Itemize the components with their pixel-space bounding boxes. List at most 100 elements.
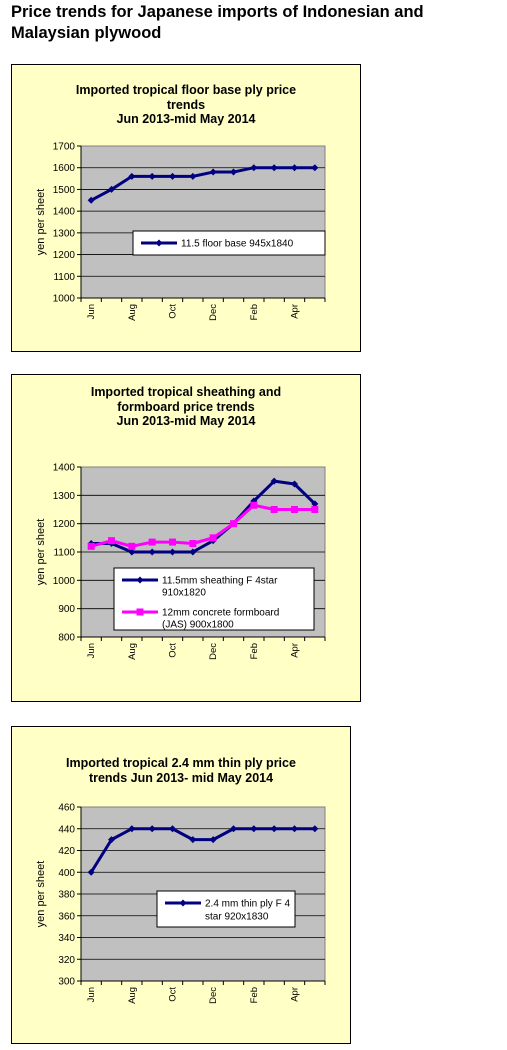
chart-title-line: Imported tropical 2.4 mm thin ply price bbox=[66, 756, 296, 770]
y-tick-label: 1600 bbox=[53, 163, 76, 174]
y-tick-label: 1700 bbox=[53, 142, 76, 153]
y-tick-label: 300 bbox=[58, 977, 75, 988]
y-tick-label: 1300 bbox=[53, 491, 76, 502]
chart-panel-floor-base: Imported tropical floor base ply price t… bbox=[11, 64, 361, 352]
data-point bbox=[189, 548, 197, 556]
data-point bbox=[209, 534, 217, 542]
data-point bbox=[270, 506, 278, 513]
legend-label: star 920x1830 bbox=[205, 912, 269, 923]
y-tick-label: 360 bbox=[58, 911, 75, 922]
chart-title-line: Jun 2013-mid May 2014 bbox=[116, 414, 256, 428]
legend-marker bbox=[179, 899, 187, 907]
data-point bbox=[291, 164, 298, 172]
x-tick-label: Jun bbox=[86, 643, 97, 658]
legend-label: 11.5mm sheathing F 4star bbox=[162, 576, 278, 587]
data-point bbox=[311, 506, 319, 513]
x-tick-label: Dec bbox=[208, 643, 219, 660]
x-tick-label: Dec bbox=[208, 987, 219, 1004]
data-point bbox=[250, 825, 258, 833]
legend-label: 12mm concrete formboard bbox=[162, 608, 279, 619]
legend-marker bbox=[155, 239, 163, 247]
y-axis-label: yen per sheet bbox=[35, 519, 47, 586]
legend-marker bbox=[136, 576, 144, 584]
x-tick-label: Oct bbox=[168, 987, 179, 1002]
chart-title-line: Imported tropical sheathing and bbox=[90, 385, 282, 399]
y-tick-label: 900 bbox=[58, 604, 75, 615]
legend-label: 910x1820 bbox=[162, 588, 206, 599]
chart-title-line: Imported tropical floor base ply price bbox=[75, 83, 297, 97]
plot-area bbox=[80, 145, 326, 299]
sheathing-formboard-chart: 800 900 1000 1100 1200 1300 1400 Jun Aug Oct Dec Fe… bbox=[35, 463, 326, 660]
x-tick-label: Feb bbox=[249, 643, 260, 659]
data-point bbox=[270, 164, 278, 172]
y-tick-label: 1100 bbox=[53, 272, 75, 283]
chart-title: Imported tropical 2.4 mm thin ply price … bbox=[12, 756, 350, 785]
data-point bbox=[169, 172, 176, 180]
chart-title-line: trends Jun 2013- mid May 2014 bbox=[88, 770, 274, 785]
legend-box bbox=[132, 230, 326, 256]
data-point bbox=[311, 825, 319, 833]
data-point bbox=[128, 542, 136, 550]
chart-panel-thin-ply: Imported tropical 2.4 mm thin ply price … bbox=[11, 726, 351, 1044]
y-tick-label: 340 bbox=[58, 933, 75, 944]
y-tick-label: 320 bbox=[58, 955, 75, 966]
data-point bbox=[250, 501, 258, 509]
y-tick-label: 440 bbox=[58, 824, 75, 835]
y-tick-label: 400 bbox=[58, 868, 75, 879]
floor-base-chart: 1000 1100 1200 1300 1400 1500 1600 1700 Jun Aug Oc… bbox=[35, 142, 326, 321]
x-tick-label: Jun bbox=[86, 304, 97, 319]
data-point bbox=[148, 825, 156, 833]
data-point bbox=[128, 825, 136, 833]
data-point bbox=[189, 540, 197, 547]
legend-box bbox=[156, 890, 296, 928]
data-point bbox=[128, 548, 136, 556]
y-tick-label: 1500 bbox=[53, 185, 76, 196]
data-point bbox=[209, 168, 217, 176]
data-point bbox=[291, 825, 298, 833]
x-tick-label: Feb bbox=[249, 304, 260, 320]
x-tick-label: Apr bbox=[290, 643, 301, 658]
data-point bbox=[87, 196, 95, 204]
data-point bbox=[87, 868, 95, 876]
data-point bbox=[291, 506, 298, 513]
y-tick-label: 1000 bbox=[53, 576, 76, 587]
data-point bbox=[291, 480, 298, 488]
data-point bbox=[189, 172, 197, 180]
y-tick-label: 460 bbox=[58, 803, 75, 814]
data-point bbox=[108, 537, 115, 545]
data-point bbox=[108, 836, 115, 844]
legend-label: (JAS) 900x1800 bbox=[162, 620, 234, 631]
legend-marker bbox=[136, 608, 144, 616]
y-tick-label: 800 bbox=[58, 633, 75, 644]
data-point bbox=[148, 172, 156, 180]
x-tick-label: Aug bbox=[127, 304, 138, 321]
y-axis-label: yen per sheet bbox=[35, 189, 47, 256]
series-line bbox=[91, 479, 316, 554]
y-tick-label: 1200 bbox=[53, 250, 76, 261]
data-point bbox=[169, 538, 176, 546]
data-point bbox=[311, 500, 319, 508]
data-point bbox=[311, 164, 319, 172]
page-title: Price trends for Japanese imports of Ind… bbox=[11, 3, 424, 42]
data-point bbox=[108, 185, 115, 193]
data-point bbox=[148, 548, 156, 556]
x-tick-label: Dec bbox=[208, 304, 219, 321]
chart-title-line: Jun 2013-mid May 2014 bbox=[116, 112, 256, 126]
x-tick-label: Oct bbox=[168, 643, 179, 658]
y-tick-label: 1000 bbox=[53, 294, 76, 305]
data-point bbox=[230, 520, 237, 528]
data-point bbox=[230, 168, 237, 176]
y-axis-label: yen per sheet bbox=[35, 861, 47, 928]
chart-title: Imported tropical sheathing and formboar… bbox=[12, 385, 360, 429]
data-point bbox=[209, 836, 217, 844]
chart-title: Imported tropical floor base ply price t… bbox=[12, 83, 360, 127]
x-tick-label: Apr bbox=[290, 987, 301, 1002]
y-tick-label: 1400 bbox=[53, 463, 76, 474]
x-tick-label: Feb bbox=[249, 987, 260, 1003]
x-tick-label: Apr bbox=[290, 304, 301, 319]
data-point bbox=[128, 172, 136, 180]
y-tick-label: 380 bbox=[58, 890, 75, 901]
y-tick-label: 1200 bbox=[53, 519, 76, 530]
legend-label: 2.4 mm thin ply F 4 bbox=[205, 899, 290, 910]
x-tick-label: Oct bbox=[168, 304, 179, 319]
